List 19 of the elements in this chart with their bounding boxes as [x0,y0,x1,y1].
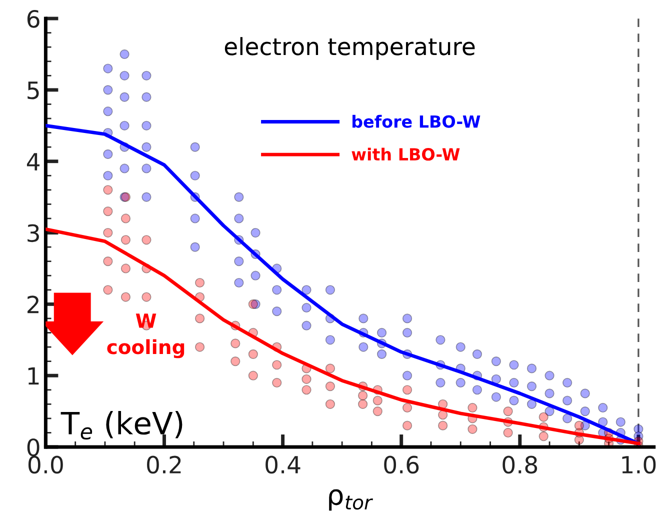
y-tick-label: 6 [27,10,40,28]
x-tick-label: 0.0 [28,456,63,474]
text: electron temperature [224,37,475,60]
y-tick-label: 1 [28,367,39,385]
y-tick-label: 0 [27,438,40,456]
y-tick-label: 5 [28,82,39,100]
x-tick-label: 0.6 [384,456,419,474]
x-axis-title: ρ$_{tor}$ [329,489,373,511]
x-tick-label: 1.0 [622,456,656,474]
legend-label: with LBO-W [352,148,460,161]
x-tick-label: 0.4 [266,456,300,474]
y-tick-label: 4 [26,153,40,170]
x-tick-label: 0.8 [502,456,538,474]
x-tick-label: 0.2 [147,456,181,474]
y-tick-label: 2 [28,296,38,314]
legend-label: before LBO-W [352,114,480,128]
y-tick-label: 3 [28,224,39,242]
annotation: W cooling [107,314,184,358]
y-axis-title: T$_{e}$ (keV) [60,411,182,440]
